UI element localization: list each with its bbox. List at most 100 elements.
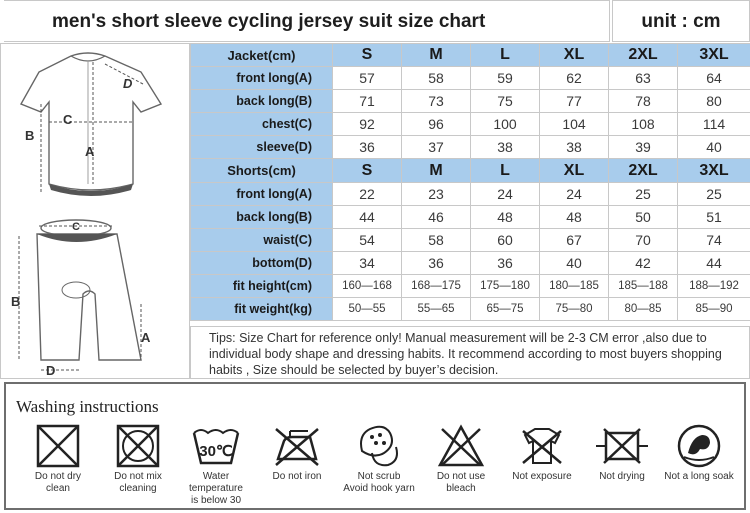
measurement-cell: 50—55 — [332, 297, 402, 322]
shorts-row: fit weight(kg) 50—55 55—65 65—75 75—80 80—85 8… — [190, 297, 750, 322]
row-label: back long(B) — [190, 204, 333, 229]
shorts-header-row: Shorts(cm) S M L XL 2XL 3XL — [190, 158, 750, 183]
measurement-cell: 75 — [470, 89, 540, 114]
row-label: waist(C) — [190, 227, 333, 252]
measurement-cell: 58 — [401, 227, 471, 252]
caption-line-1: Not drying — [599, 471, 645, 482]
caption-line-2: cleaning — [119, 483, 157, 494]
jersey-label-c: C — [63, 112, 73, 127]
unit-label: unit : cm — [612, 0, 750, 42]
measurement-cell: 185—188 — [608, 273, 678, 299]
measurement-cell: 188—192 — [677, 273, 750, 299]
wash-item-dry-clean: Do not dry clean — [18, 423, 98, 495]
measurement-cell: 24 — [470, 181, 540, 206]
row-label: fit height(cm) — [190, 273, 333, 299]
measurement-cell: 50 — [608, 204, 678, 229]
size-header-cell: L — [470, 158, 540, 183]
not-exposure-icon — [522, 428, 562, 464]
jacket-row: back long(B) 71 73 75 77 78 80 — [190, 89, 750, 114]
size-header-cell: 2XL — [608, 158, 678, 183]
wash-item-drying: Not drying — [582, 423, 662, 483]
size-header-cell: 2XL — [608, 42, 678, 68]
measurement-cell: 25 — [677, 181, 750, 206]
measurement-cell: 58 — [401, 66, 471, 91]
not-scrub-icon — [360, 425, 398, 467]
garment-illustration: D C B A C B A D — [0, 43, 190, 379]
chart-title: men's short sleeve cycling jersey suit s… — [4, 0, 610, 42]
jacket-row: front long(A) 57 58 59 62 63 64 — [190, 66, 750, 91]
measurement-cell: 80—85 — [608, 297, 678, 322]
wash-item-scrub: Not scrub Avoid hook yarn — [339, 423, 419, 495]
caption-line-1: Not exposure — [512, 471, 572, 482]
measurement-cell: 55—65 — [401, 297, 471, 322]
measurement-cell: 80 — [677, 89, 750, 114]
measurement-cell: 54 — [332, 227, 402, 252]
measurement-cell: 70 — [608, 227, 678, 252]
washing-title: Washing instructions — [16, 397, 159, 416]
measurement-cell: 77 — [539, 89, 609, 114]
row-label: chest(C) — [190, 112, 333, 137]
tips-text: Tips: Size Chart for reference only! Man… — [190, 326, 750, 379]
measurement-cell: 42 — [608, 250, 678, 275]
measurement-cell: 175—180 — [470, 273, 540, 299]
do-not-iron-icon — [275, 428, 319, 466]
measurement-cell: 85—90 — [677, 297, 750, 322]
caption-line-1: Water temperature — [189, 471, 243, 494]
size-header-cell: S — [332, 158, 402, 183]
measurement-cell: 64 — [677, 66, 750, 91]
caption-line-1: Not a long soak — [664, 471, 734, 482]
caption-line-2: Avoid hook yarn — [343, 483, 415, 494]
caption-line-2: clean — [46, 483, 70, 494]
measurement-cell: 63 — [608, 66, 678, 91]
measurement-cell: 48 — [539, 204, 609, 229]
shorts-label-b: B — [11, 294, 20, 309]
jacket-row: chest(C) 92 96 100 104 108 114 — [190, 112, 750, 137]
size-header-cell: M — [401, 158, 471, 183]
measurement-cell: 36 — [470, 250, 540, 275]
caption-line-1: Do not mix — [114, 471, 162, 482]
row-label: fit weight(kg) — [190, 297, 333, 322]
row-label: front long(A) — [190, 66, 333, 91]
no-bleach-icon — [437, 424, 485, 467]
shorts-header-label: Shorts(cm) — [190, 158, 333, 183]
size-header-cell: 3XL — [677, 158, 750, 183]
jersey-label-a: A — [85, 144, 95, 159]
caption-line-2: bleach — [446, 483, 476, 494]
shorts-label-d: D — [46, 363, 55, 378]
measurement-cell: 114 — [677, 112, 750, 137]
measurement-cell: 71 — [332, 89, 402, 114]
measurement-cell: 44 — [332, 204, 402, 229]
measurement-cell: 57 — [332, 66, 402, 91]
measurement-cell: 78 — [608, 89, 678, 114]
measurement-cell: 73 — [401, 89, 471, 114]
size-header-cell: 3XL — [677, 42, 750, 68]
wash-item-exposure: Not exposure — [502, 423, 582, 483]
size-header-cell: M — [401, 42, 471, 68]
wash-item-mix: Do not mix cleaning — [98, 423, 178, 495]
measurement-cell: 65—75 — [470, 297, 540, 322]
measurement-cell: 59 — [470, 66, 540, 91]
measurement-cell: 23 — [401, 181, 471, 206]
measurement-cell: 36 — [401, 250, 471, 275]
size-header-cell: L — [470, 42, 540, 68]
do-not-mix-icon — [116, 424, 160, 468]
wash-30-icon: 30℃ — [192, 429, 240, 465]
size-header-cell: S — [332, 42, 402, 68]
row-label: sleeve(D) — [190, 135, 333, 160]
shorts-row: front long(A) 22 23 24 24 25 25 — [190, 181, 750, 206]
jersey-shorts-diagram: D C B A C B A D — [11, 52, 163, 378]
size-header-cell: XL — [539, 158, 609, 183]
jersey-label-d: D — [123, 76, 133, 91]
shorts-row: bottom(D) 34 36 36 40 42 44 — [190, 250, 750, 275]
shorts-row: waist(C) 54 58 60 67 70 74 — [190, 227, 750, 252]
measurement-cell: 74 — [677, 227, 750, 252]
measurement-cell: 40 — [677, 135, 750, 160]
jersey-label-b: B — [25, 128, 34, 143]
jacket-header-label: Jacket(cm) — [190, 42, 333, 68]
not-drying-icon — [596, 428, 648, 464]
size-header-cell: XL — [539, 42, 609, 68]
measurement-cell: 48 — [470, 204, 540, 229]
measurement-cell: 67 — [539, 227, 609, 252]
measurement-cell: 100 — [470, 112, 540, 137]
caption-line-1: Do not iron — [272, 471, 322, 482]
